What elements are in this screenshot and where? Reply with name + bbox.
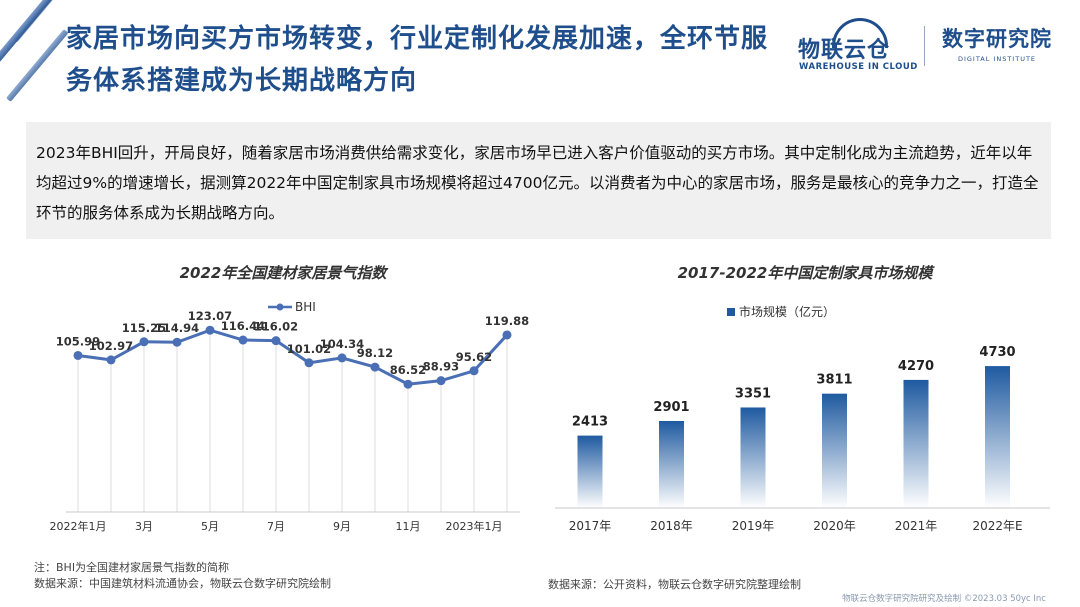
summary-box: 2023年BHI回升，开局良好，随着家居市场消费供给需求变化，家居市场早已进入客…: [26, 122, 1051, 239]
bar-value-label: 4730: [979, 345, 1015, 360]
bar-chart-title: 2017-2022年中国定制家具市场规模: [678, 264, 936, 282]
bar: [822, 393, 847, 508]
logo-wl-cn: 物联云仓: [798, 38, 891, 63]
bhi-series-line: [77, 328, 509, 386]
data-point: [73, 350, 83, 360]
custom-furniture-bar-chart: 2017-2022年中国定制家具市场规模 市场规模（亿元） 2413 2901 33…: [555, 264, 1050, 533]
data-label: 116.44: [221, 319, 265, 333]
data-label: 86.52: [390, 363, 426, 377]
left-chart-notes: 注：BHI为全国建材家居景气指数的简称 数据来源：中国建筑材料流通协会，物联云仓…: [34, 560, 331, 592]
data-label: 95.62: [456, 350, 492, 364]
summary-text: 2023年BHI回升，开局良好，随着家居市场消费供给需求变化，家居市场早已进入客…: [36, 144, 1039, 222]
line-chart-title: 2022年全国建材家居景气指数: [180, 264, 390, 282]
bar-value-label: 3351: [735, 386, 771, 401]
x-tick-label: 2019年: [732, 519, 775, 533]
bar-value-label: 2413: [572, 415, 608, 430]
data-point: [106, 355, 116, 365]
legend-label: 市场规模（亿元）: [739, 304, 835, 319]
note-text: 注：BHI为全国建材家居景气指数的简称: [34, 561, 230, 574]
data-label: 101.02: [287, 342, 331, 356]
logo-wl-en: WAREHOUSE IN CLOUD: [799, 62, 918, 72]
data-label: 104.34: [320, 337, 364, 351]
x-tick-label: 2018年: [650, 519, 693, 533]
bar-chart-legend: 市场规模（亿元）: [727, 304, 835, 319]
x-tick-label: 9月: [333, 520, 351, 533]
data-point: [304, 358, 314, 368]
page-title: 家居市场向买方市场转变，行业定制化发展加速，全环节服 务体系搭建成为长期战略方向: [66, 18, 786, 102]
data-point: [139, 337, 149, 347]
bar: [740, 407, 766, 508]
line-chart-gridlines: [77, 330, 508, 512]
title-line-2: 务体系搭建成为长期战略方向: [66, 66, 418, 96]
title-line-1: 家居市场向买方市场转变，行业定制化发展加速，全环节服: [66, 24, 769, 54]
logo-di-cn: 数字研究院: [942, 27, 1052, 51]
data-point: [436, 376, 446, 386]
bar: [659, 420, 684, 508]
x-tick-label: 2020年: [813, 519, 856, 533]
x-tick-label: 2022年1月: [50, 519, 107, 533]
x-tick-label: 11月: [396, 520, 421, 533]
data-label: 88.93: [423, 360, 459, 374]
data-label: 105.99: [56, 334, 100, 348]
data-label: 116.02: [254, 320, 298, 334]
data-point: [172, 337, 182, 347]
data-label: 114.94: [155, 321, 199, 335]
bar: [985, 366, 1010, 508]
data-point: [502, 330, 512, 340]
data-point: [238, 335, 248, 345]
bar-value-label: 4270: [898, 359, 934, 374]
warehouse-in-cloud-logo: 物联云仓 WAREHOUSE IN CLOUD: [798, 18, 918, 72]
data-label: 115.25: [122, 321, 166, 335]
data-point: [403, 379, 413, 389]
bar-value-label: 3811: [816, 373, 852, 388]
bar-value-label: 2901: [653, 400, 689, 415]
bhi-line-chart: 2022年全国建材家居景气指数 BHI 105.99102.97115.2511…: [50, 264, 530, 533]
x-tick-label: 2021年: [895, 519, 938, 533]
x-tick-label: 7月: [267, 520, 285, 533]
x-tick-label: 5月: [201, 520, 219, 533]
legend-swatch: [727, 308, 735, 316]
data-point: [205, 325, 215, 335]
digital-institute-logo: 数字研究院 DIGITAL INSTITUTE: [932, 26, 1062, 70]
data-point: [469, 366, 479, 376]
footer-copyright: 物联云仓数字研究院研究及绘制 ©2023.03 50yc Inc: [842, 594, 1046, 604]
legend-marker: [276, 303, 284, 311]
logo-divider: [924, 26, 925, 66]
data-label: 119.88: [485, 314, 529, 328]
source-text-right: 数据来源：公开资料，物联云仓数字研究院整理绘制: [548, 578, 801, 591]
x-tick-label: 3月: [135, 520, 153, 533]
x-tick-label: 2017年: [569, 519, 612, 533]
data-label: 102.97: [89, 339, 133, 353]
source-text-left: 数据来源：中国建筑材料流通协会，物联云仓数字研究院绘制: [34, 577, 331, 590]
line-chart-legend: BHI: [268, 300, 316, 314]
data-label: 123.07: [188, 309, 232, 323]
x-tick-label: 2022年E: [972, 519, 1022, 533]
data-label: 98.12: [357, 346, 393, 360]
data-point: [271, 336, 281, 346]
x-tick-label: 2023年1月: [446, 519, 503, 533]
data-point: [370, 362, 380, 372]
bar: [903, 379, 929, 508]
data-point: [337, 353, 347, 363]
legend-label: BHI: [295, 300, 316, 314]
logo-di-en: DIGITAL INSTITUTE: [957, 55, 1037, 63]
bar: [577, 435, 603, 508]
